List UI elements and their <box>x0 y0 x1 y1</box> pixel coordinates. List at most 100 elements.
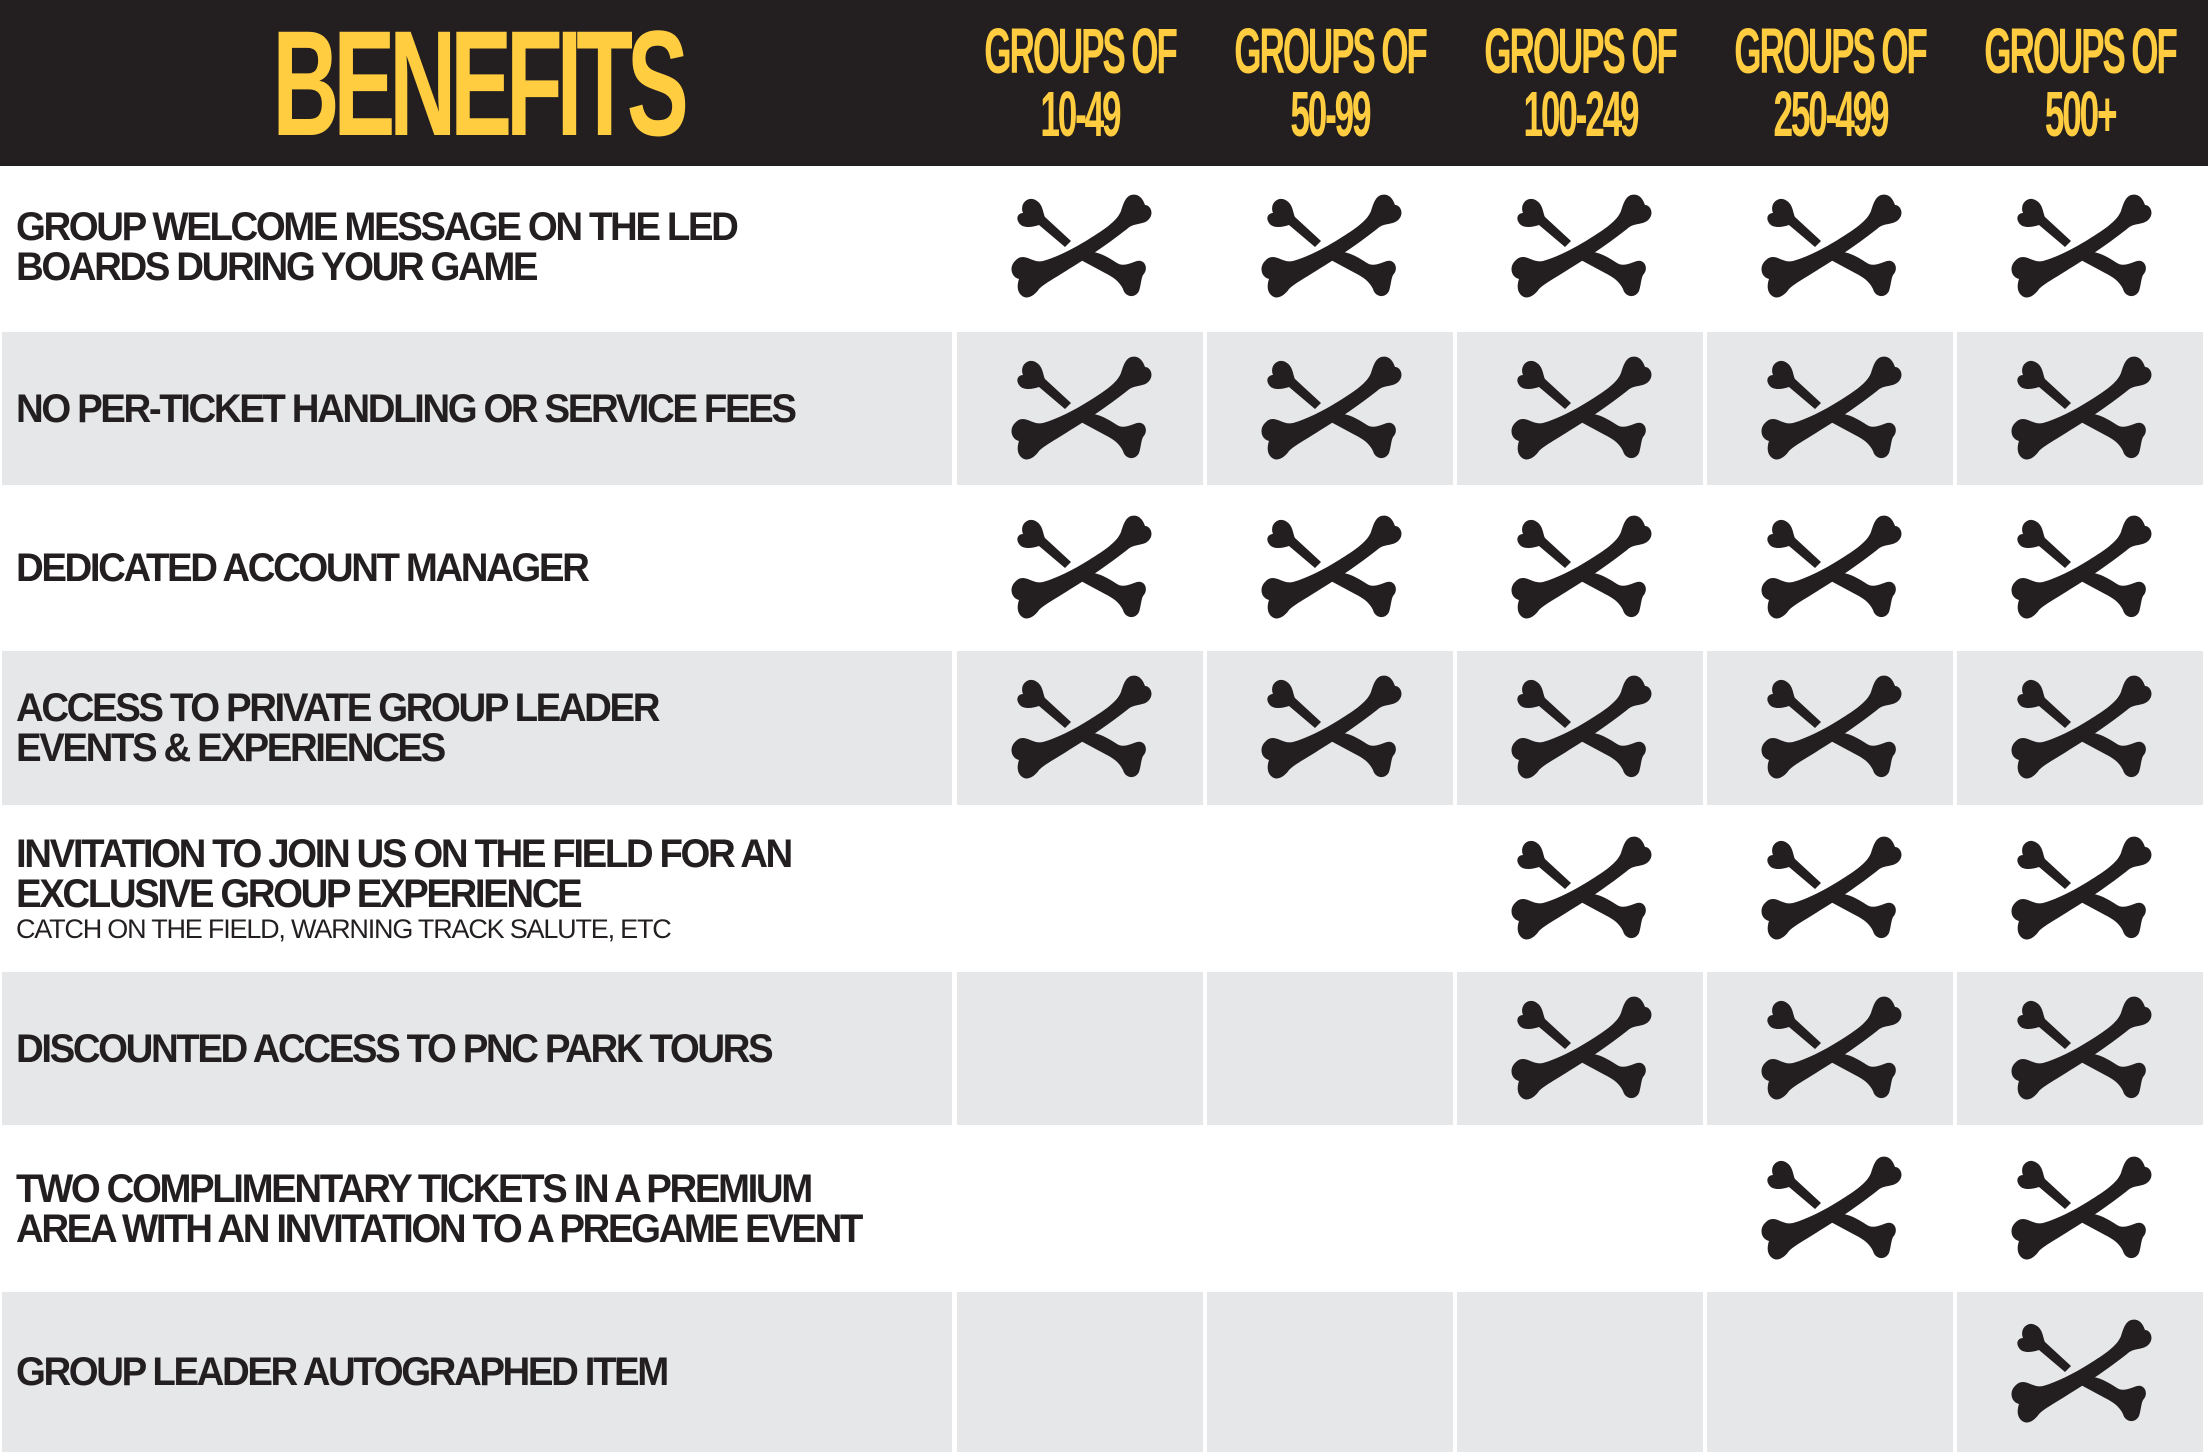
table-row: ACCESS TO PRIVATE GROUP LEADER EVENTS & … <box>0 651 2208 805</box>
crossbones-icon <box>1761 675 1902 779</box>
benefit-label-cell: DISCOUNTED ACCESS TO PNC PARK TOURS <box>2 972 952 1125</box>
crossbones-icon <box>2011 836 2152 939</box>
crossbones-icon <box>2011 1156 2152 1259</box>
benefit-label: DISCOUNTED ACCESS TO PNC PARK TOURS <box>16 1026 774 1071</box>
tier-cell <box>1457 972 1703 1125</box>
crossbones-icon <box>2011 1319 2152 1423</box>
benefit-sublabel: CATCH ON THE FIELD, WARNING TRACK SALUTE… <box>16 913 672 944</box>
tier-cell <box>1457 1129 1703 1288</box>
column-header-50-99: GROUPS OF 50-99 <box>1234 15 1428 150</box>
table-row: TWO COMPLIMENTARY TICKETS IN A PREMIUM A… <box>0 1129 2208 1288</box>
crossbones-icon <box>1511 996 1652 1099</box>
crossbones-icon <box>1011 194 1152 298</box>
tier-cell <box>1207 1129 1453 1288</box>
crossbones-icon <box>1511 356 1652 459</box>
crossbones-icon <box>1511 675 1652 779</box>
crossbones-icon <box>1261 356 1402 459</box>
crossbones-icon <box>1261 515 1402 619</box>
crossbones-icon <box>1261 194 1402 298</box>
benefit-label: INVITATION TO JOIN US ON THE FIELD FOR A… <box>16 831 793 916</box>
tier-cell <box>1207 651 1453 805</box>
crossbones-icon <box>1761 515 1902 619</box>
tier-cell <box>1957 489 2203 647</box>
tier-cell <box>1207 809 1453 968</box>
crossbones-icon <box>1761 836 1902 939</box>
tier-cell <box>1207 166 1453 328</box>
crossbones-icon <box>2011 194 2152 298</box>
tier-cell <box>1957 1292 2203 1452</box>
benefit-label: GROUP WELCOME MESSAGE ON THE LED BOARDS … <box>16 205 739 289</box>
tier-cell <box>1707 972 1953 1125</box>
benefit-label-cell: ACCESS TO PRIVATE GROUP LEADER EVENTS & … <box>2 651 952 805</box>
crossbones-icon <box>1761 194 1902 298</box>
crossbones-icon <box>1011 515 1152 619</box>
benefit-label: DEDICATED ACCOUNT MANAGER <box>16 546 590 590</box>
tier-cell <box>1457 332 1703 485</box>
tier-cell <box>1957 972 2203 1125</box>
crossbones-icon <box>1511 515 1652 619</box>
tier-cell <box>1207 1292 1453 1452</box>
tier-cell <box>1457 651 1703 805</box>
tier-cell <box>957 332 1203 485</box>
tier-cell <box>1707 332 1953 485</box>
benefit-label-cell: NO PER-TICKET HANDLING OR SERVICE FEES <box>2 332 952 485</box>
tier-cell <box>1707 166 1953 328</box>
table-row: INVITATION TO JOIN US ON THE FIELD FOR A… <box>0 809 2208 968</box>
crossbones-icon <box>1511 194 1652 298</box>
tier-cell <box>1457 166 1703 328</box>
tier-cell <box>1957 809 2203 968</box>
crossbones-icon <box>1761 356 1902 459</box>
benefit-label: NO PER-TICKET HANDLING OR SERVICE FEES <box>16 386 797 431</box>
benefit-label: TWO COMPLIMENTARY TICKETS IN A PREMIUM A… <box>16 1166 863 1251</box>
crossbones-icon <box>1761 1156 1902 1259</box>
crossbones-icon <box>1011 356 1152 459</box>
benefit-label: GROUP LEADER AUTOGRAPHED ITEM <box>16 1350 669 1394</box>
benefit-label-cell: INVITATION TO JOIN US ON THE FIELD FOR A… <box>2 809 952 968</box>
tier-cell <box>1207 489 1453 647</box>
tier-cell <box>1457 1292 1703 1452</box>
table-row: DEDICATED ACCOUNT MANAGER <box>0 489 2208 647</box>
column-header-10-49: GROUPS OF 10-49 <box>984 15 1178 150</box>
crossbones-icon <box>1261 675 1402 779</box>
tier-cell <box>1457 809 1703 968</box>
benefit-label-cell: GROUP LEADER AUTOGRAPHED ITEM <box>2 1292 952 1452</box>
benefit-label-cell: TWO COMPLIMENTARY TICKETS IN A PREMIUM A… <box>2 1129 952 1288</box>
tier-cell <box>1207 332 1453 485</box>
table-row: NO PER-TICKET HANDLING OR SERVICE FEES <box>0 332 2208 485</box>
tier-cell <box>1707 651 1953 805</box>
tier-cell <box>957 166 1203 328</box>
crossbones-icon <box>2011 996 2152 1099</box>
tier-cell <box>957 972 1203 1125</box>
tier-cell <box>1707 489 1953 647</box>
tier-cell <box>1957 166 2203 328</box>
tier-cell <box>957 489 1203 647</box>
crossbones-icon <box>1011 675 1152 779</box>
tier-cell <box>1957 651 2203 805</box>
tier-cell <box>1457 489 1703 647</box>
tier-cell <box>1707 1292 1953 1452</box>
table-row: GROUP WELCOME MESSAGE ON THE LED BOARDS … <box>0 166 2208 328</box>
page-title: BENEFITS <box>272 0 688 167</box>
column-header-250-499: GROUPS OF 250-499 <box>1734 15 1928 150</box>
tier-cell <box>1207 972 1453 1125</box>
tier-cell <box>1707 1129 1953 1288</box>
tier-cell <box>1957 1129 2203 1288</box>
table-row: DISCOUNTED ACCESS TO PNC PARK TOURS <box>0 972 2208 1125</box>
crossbones-icon <box>2011 515 2152 619</box>
crossbones-icon <box>1761 996 1902 1099</box>
crossbones-icon <box>1511 836 1652 939</box>
benefit-label: ACCESS TO PRIVATE GROUP LEADER EVENTS & … <box>16 686 660 770</box>
benefit-label-cell: GROUP WELCOME MESSAGE ON THE LED BOARDS … <box>2 166 952 328</box>
tier-cell <box>957 651 1203 805</box>
column-header-500-plus: GROUPS OF 500+ <box>1984 15 2178 150</box>
benefit-label-cell: DEDICATED ACCOUNT MANAGER <box>2 489 952 647</box>
tier-cell <box>957 809 1203 968</box>
crossbones-icon <box>2011 356 2152 459</box>
crossbones-icon <box>2011 675 2152 779</box>
tier-cell <box>1707 809 1953 968</box>
table-header: BENEFITS GROUPS OF 10-49 GROUPS OF 50-99… <box>0 0 2208 166</box>
column-header-100-249: GROUPS OF 100-249 <box>1484 15 1678 150</box>
table-row: GROUP LEADER AUTOGRAPHED ITEM <box>0 1292 2208 1452</box>
tier-cell <box>1957 332 2203 485</box>
tier-cell <box>957 1292 1203 1452</box>
